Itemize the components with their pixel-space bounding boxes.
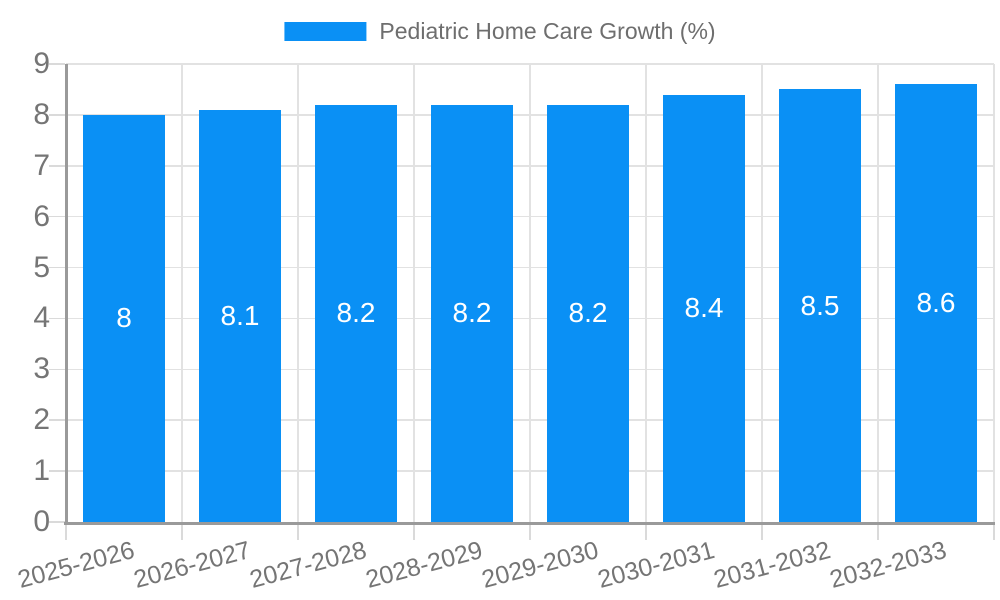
legend-item[interactable]: Pediatric Home Care Growth (%): [284, 17, 716, 46]
x-tick: [529, 525, 531, 540]
y-axis-label: 9: [33, 47, 50, 80]
bar[interactable]: [431, 104, 513, 522]
bar[interactable]: [895, 84, 977, 522]
x-gridline: [877, 64, 879, 522]
y-axis-label: 6: [33, 199, 50, 233]
y-tick: [49, 165, 65, 167]
bar[interactable]: [199, 109, 281, 522]
x-tick: [413, 525, 415, 540]
x-tick: [297, 525, 299, 540]
y-axis-label: 4: [33, 301, 50, 335]
x-gridline: [181, 64, 183, 522]
x-tick: [645, 525, 647, 540]
bar[interactable]: [547, 104, 629, 522]
x-tick: [993, 525, 995, 540]
x-tick: [877, 525, 879, 540]
bar[interactable]: [83, 114, 165, 522]
x-gridline: [993, 64, 995, 522]
x-gridline: [413, 64, 415, 522]
y-tick: [49, 114, 65, 116]
y-axis-label: 2: [33, 403, 50, 437]
y-tick: [49, 63, 65, 65]
x-axis-line: [64, 522, 995, 525]
x-gridline: [297, 64, 299, 522]
legend-swatch-icon: [284, 22, 367, 41]
y-tick: [49, 470, 65, 472]
y-tick: [49, 266, 65, 269]
bar[interactable]: [315, 104, 397, 522]
y-axis-label: 0: [33, 505, 50, 538]
y-tick: [49, 317, 65, 320]
x-gridline: [645, 64, 647, 522]
y-axis-label: 1: [33, 454, 50, 488]
x-tick: [181, 525, 183, 540]
y-tick: [49, 215, 65, 218]
y-tick: [49, 521, 65, 523]
y-axis-label: 7: [33, 148, 50, 182]
y-tick: [49, 419, 65, 421]
x-gridline: [529, 64, 531, 522]
x-tick: [761, 525, 763, 540]
y-axis-label: 8: [33, 97, 50, 131]
bar[interactable]: [779, 89, 861, 522]
legend-label: Pediatric Home Care Growth (%): [379, 18, 716, 44]
y-tick: [49, 368, 65, 371]
x-tick: [65, 525, 67, 540]
bar[interactable]: [663, 94, 745, 522]
x-gridline: [761, 64, 763, 522]
y-axis-label: 5: [33, 250, 50, 284]
y-axis-line: [65, 64, 68, 525]
y-axis-label: 3: [33, 352, 50, 386]
